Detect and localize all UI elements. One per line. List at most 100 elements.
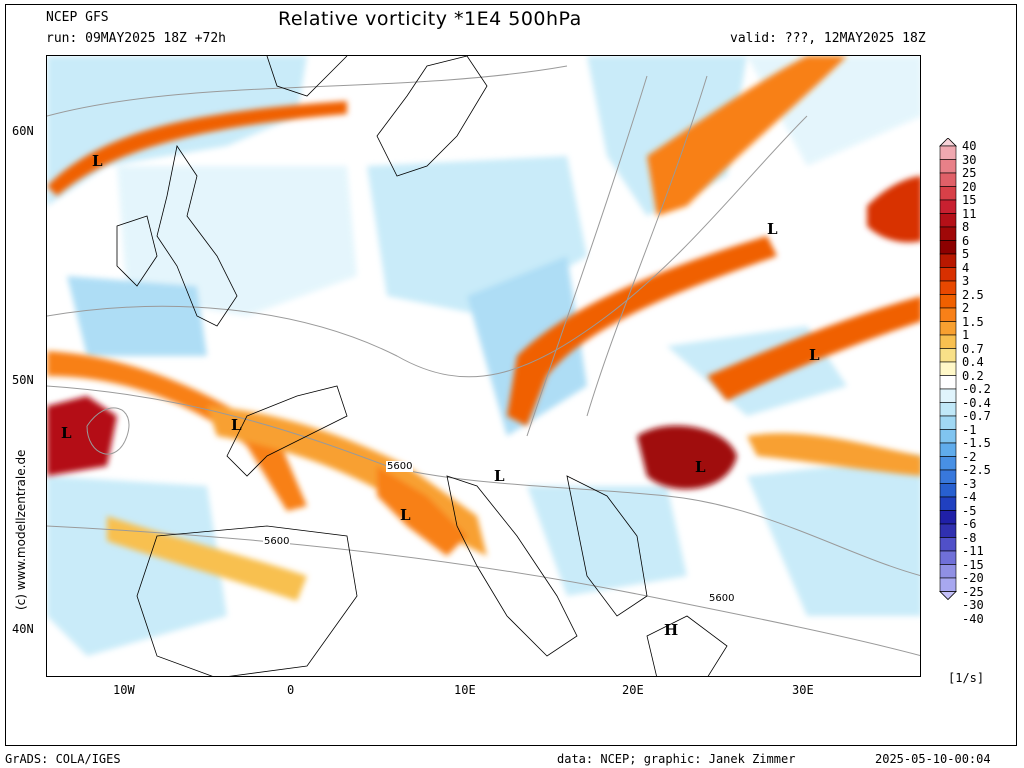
high-pressure-marker: H — [664, 621, 679, 639]
colorbar-tick-label: -20 — [962, 571, 984, 585]
colorbar-tick-label: -15 — [962, 557, 984, 572]
footer-software: GrADS: COLA/IGES — [5, 752, 121, 766]
colorbar-tick-label: -1 — [962, 422, 977, 437]
lat-label: 50N — [12, 373, 34, 387]
colorbar-swatch — [939, 226, 957, 241]
colorbar-tick-label: 15 — [962, 193, 977, 207]
low-pressure-marker: L — [767, 220, 778, 238]
low-pressure-marker: L — [231, 416, 242, 434]
plot-frame — [5, 4, 1017, 746]
colorbar-swatch — [939, 375, 957, 390]
colorbar-tick-label: -8 — [962, 530, 977, 545]
colorbar-tick-label: 20 — [962, 179, 977, 194]
colorbar-bottom-arrow — [939, 591, 957, 601]
footer-data-source: data: NCEP; graphic: Janek Zimmer — [557, 752, 796, 766]
low-pressure-marker: L — [400, 506, 411, 524]
colorbar-swatch — [939, 550, 957, 565]
colorbar-tick-label: 0.7 — [962, 341, 984, 356]
colorbar-tick-label: 25 — [962, 166, 977, 180]
colorbar-swatch — [939, 186, 957, 201]
colorbar-tick-label: 2.5 — [962, 287, 984, 302]
colorbar-tick-label: 4 — [962, 260, 970, 275]
lon-label: 10E — [454, 683, 476, 697]
colorbar-tick-label: 1.5 — [962, 314, 984, 329]
colorbar-swatch — [939, 442, 957, 457]
colorbar-swatch — [939, 172, 957, 187]
colorbar-swatch — [939, 280, 957, 295]
low-pressure-marker: L — [494, 467, 505, 485]
colorbar-tick-label: -6 — [962, 517, 977, 531]
low-pressure-marker: L — [61, 424, 72, 442]
colorbar-swatch — [939, 307, 957, 322]
colorbar-tick-label: -4 — [962, 490, 977, 504]
lat-label: 60N — [12, 124, 34, 138]
colorbar-swatch — [939, 267, 957, 282]
colorbar-tick-label: 0.4 — [962, 355, 984, 369]
colorbar-swatch — [939, 496, 957, 511]
vorticity-field — [47, 56, 920, 676]
colorbar-tick-label: -0.4 — [962, 395, 991, 410]
colorbar-swatch — [939, 429, 957, 444]
colorbar-tick-label: 5 — [962, 247, 970, 261]
lat-label: 40N — [12, 622, 34, 636]
colorbar-swatch — [939, 213, 957, 228]
colorbar-tick-label: -0.7 — [962, 409, 991, 423]
colorbar-swatch — [939, 415, 957, 430]
colorbar-swatch — [939, 523, 957, 538]
chart-title: Relative vorticity *1E4 500hPa — [278, 8, 582, 30]
colorbar-tick-label: 8 — [962, 220, 970, 234]
colorbar-swatch — [939, 483, 957, 498]
colorbar-tick-label: -30 — [962, 598, 984, 612]
footer-timestamp: 2025-05-10-00:04 — [875, 752, 991, 766]
colorbar-swatch — [939, 402, 957, 417]
colorbar-swatch — [939, 564, 957, 579]
colorbar-tick-label: -0.2 — [962, 382, 991, 396]
lon-label: 20E — [622, 683, 644, 697]
colorbar-swatch — [939, 334, 957, 349]
colorbar-tick-label: 1 — [962, 328, 970, 342]
colorbar — [939, 138, 957, 601]
colorbar-swatch — [939, 348, 957, 363]
run-info: run: 09MAY2025 18Z +72h — [46, 31, 227, 46]
low-pressure-marker: L — [92, 152, 103, 170]
colorbar-swatch — [939, 469, 957, 484]
colorbar-swatch — [939, 388, 957, 403]
colorbar-tick-label: 2 — [962, 301, 970, 315]
colorbar-swatch — [939, 361, 957, 376]
colorbar-tick-label: 3 — [962, 274, 970, 288]
colorbar-swatch — [939, 456, 957, 471]
contour-label: 5600 — [263, 536, 291, 547]
colorbar-tick-label: -2 — [962, 449, 977, 464]
colorbar-tick-label: -25 — [962, 584, 984, 599]
low-pressure-marker: L — [809, 346, 820, 364]
colorbar-swatch — [939, 577, 957, 592]
lon-label: 30E — [792, 683, 814, 697]
colorbar-tick-label: -1.5 — [962, 436, 991, 450]
colorbar-swatch — [939, 199, 957, 214]
colorbar-tick-label: 30 — [962, 152, 977, 167]
low-pressure-marker: L — [695, 458, 706, 476]
lon-label: 0 — [287, 683, 295, 697]
colorbar-swatch — [939, 159, 957, 174]
colorbar-tick-label: 6 — [962, 233, 970, 248]
colorbar-swatch — [939, 240, 957, 255]
colorbar-tick-label: -11 — [962, 544, 984, 558]
contour-label: 5600 — [386, 461, 414, 472]
colorbar-swatch — [939, 537, 957, 552]
colorbar-tick-label: 40 — [962, 139, 977, 153]
colorbar-top-arrow — [939, 138, 957, 147]
colorbar-tick-label: -2.5 — [962, 463, 991, 477]
colorbar-swatch — [939, 321, 957, 336]
lon-label: 10W — [113, 683, 135, 697]
colorbar-swatch — [939, 294, 957, 309]
colorbar-tick-label: -3 — [962, 476, 977, 491]
colorbar-swatch — [939, 145, 957, 160]
colorbar-tick-label: -40 — [962, 611, 984, 626]
colorbar-unit: [1/s] — [948, 671, 985, 685]
colorbar-swatch — [939, 253, 957, 268]
map-panel: L L L L L L L L H 5600 5600 5600 — [46, 55, 921, 677]
contour-label: 5600 — [708, 593, 736, 604]
colorbar-tick-label: 11 — [962, 206, 977, 221]
colorbar-tick-label: 0.2 — [962, 368, 984, 383]
colorbar-tick-label: -5 — [962, 503, 977, 518]
